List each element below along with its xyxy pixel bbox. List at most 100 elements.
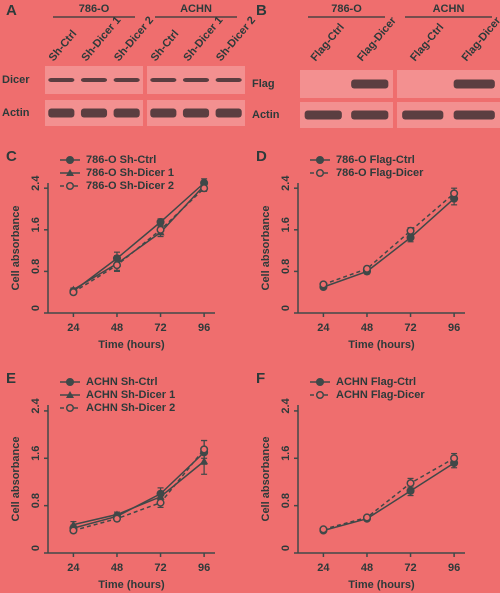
row-label: Actin	[2, 107, 30, 119]
marker	[319, 280, 328, 289]
blot-band	[80, 108, 108, 118]
blot-band	[351, 79, 389, 89]
series-line	[73, 187, 205, 293]
x-tick-label: 96	[448, 322, 460, 334]
blot-band	[150, 78, 177, 82]
blot-band	[48, 108, 75, 118]
y-tick-label: 0	[30, 545, 42, 551]
x-tick-label: 24	[317, 322, 330, 334]
marker	[450, 189, 459, 198]
y-tick-label: 1.6	[30, 217, 42, 232]
x-tick-label: 48	[111, 322, 123, 334]
y-tick-label: 0	[280, 305, 292, 311]
marker	[315, 377, 325, 387]
series-line	[323, 462, 455, 532]
marker	[406, 226, 415, 235]
y-tick-label: 1.6	[30, 446, 42, 461]
blot-band	[453, 110, 495, 120]
y-tick-label: 0	[30, 305, 42, 311]
y-axis-label: Cell absorbance	[260, 206, 272, 291]
marker	[156, 217, 165, 227]
y-tick-label: 2.4	[280, 397, 292, 413]
row-label: Actin	[252, 109, 280, 121]
legend-label: 786-O Sh-Ctrl	[86, 154, 156, 166]
panel-label: C	[6, 148, 17, 165]
row-label: Dicer	[2, 74, 30, 86]
marker	[112, 261, 122, 270]
x-tick-label: 72	[154, 322, 166, 334]
x-tick-label: 96	[448, 562, 460, 574]
x-tick-label: 48	[111, 562, 123, 574]
marker	[200, 184, 209, 193]
panel-label: F	[256, 370, 265, 387]
blot-band	[150, 108, 177, 118]
group-label: 786-O	[79, 3, 110, 15]
series-line	[73, 460, 205, 526]
panel-label: A	[6, 2, 17, 19]
panel-label: D	[256, 148, 267, 165]
x-tick-label: 24	[317, 562, 330, 574]
y-tick-label: 1.6	[280, 217, 292, 232]
y-tick-label: 0.8	[30, 493, 42, 508]
group-label: ACHN	[433, 3, 465, 15]
marker	[66, 391, 74, 398]
blot-band	[351, 110, 389, 120]
marker	[315, 390, 325, 400]
blot-band	[80, 78, 108, 82]
y-tick-label: 2.4	[30, 397, 42, 413]
marker	[315, 168, 325, 178]
blot-band	[48, 78, 75, 82]
x-axis-label: Time (hours)	[348, 339, 415, 351]
marker	[65, 403, 75, 413]
marker	[200, 457, 209, 465]
y-tick-label: 0.8	[280, 259, 292, 274]
series-line	[323, 198, 455, 288]
y-tick-label: 0.8	[280, 493, 292, 508]
x-tick-label: 96	[198, 322, 210, 334]
legend-label: ACHN Flag-Dicer	[336, 389, 425, 401]
y-tick-label: 0	[280, 545, 292, 551]
marker	[406, 233, 415, 242]
y-axis-label: Cell absorbance	[10, 206, 22, 291]
marker	[406, 486, 415, 495]
x-axis-label: Time (hours)	[98, 339, 165, 351]
blot-band	[304, 110, 342, 120]
y-tick-label: 1.6	[280, 446, 292, 461]
panel-label: B	[256, 2, 267, 19]
y-tick-label: 0.8	[30, 259, 42, 274]
marker	[406, 479, 415, 488]
marker	[315, 155, 325, 165]
group-label: ACHN	[180, 3, 212, 15]
marker	[200, 445, 209, 454]
marker	[66, 169, 74, 176]
marker	[65, 377, 75, 387]
legend-label: ACHN Sh-Dicer 1	[86, 389, 175, 401]
x-tick-label: 72	[404, 322, 416, 334]
panel-label: E	[6, 370, 16, 387]
series-line	[323, 192, 455, 286]
blot-band	[402, 110, 444, 120]
marker	[65, 181, 75, 191]
marker	[362, 513, 372, 522]
blot-band	[113, 108, 140, 118]
marker	[156, 498, 165, 507]
legend-label: ACHN Sh-Dicer 2	[86, 402, 175, 414]
marker	[362, 264, 372, 273]
blot-band	[453, 79, 495, 89]
y-tick-label: 2.4	[30, 175, 42, 191]
group-label: 786-O	[331, 3, 362, 15]
x-tick-label: 24	[67, 562, 80, 574]
y-axis-label: Cell absorbance	[260, 437, 272, 522]
x-axis-label: Time (hours)	[348, 579, 415, 591]
y-tick-label: 2.4	[280, 175, 292, 191]
legend-label: ACHN Flag-Ctrl	[336, 376, 416, 388]
marker	[69, 288, 78, 297]
blot-band	[182, 78, 210, 82]
marker	[65, 155, 75, 165]
x-tick-label: 48	[361, 562, 373, 574]
legend-label: 786-O Sh-Dicer 1	[86, 167, 174, 179]
x-tick-label: 72	[154, 562, 166, 574]
legend-label: ACHN Sh-Ctrl	[86, 376, 158, 388]
